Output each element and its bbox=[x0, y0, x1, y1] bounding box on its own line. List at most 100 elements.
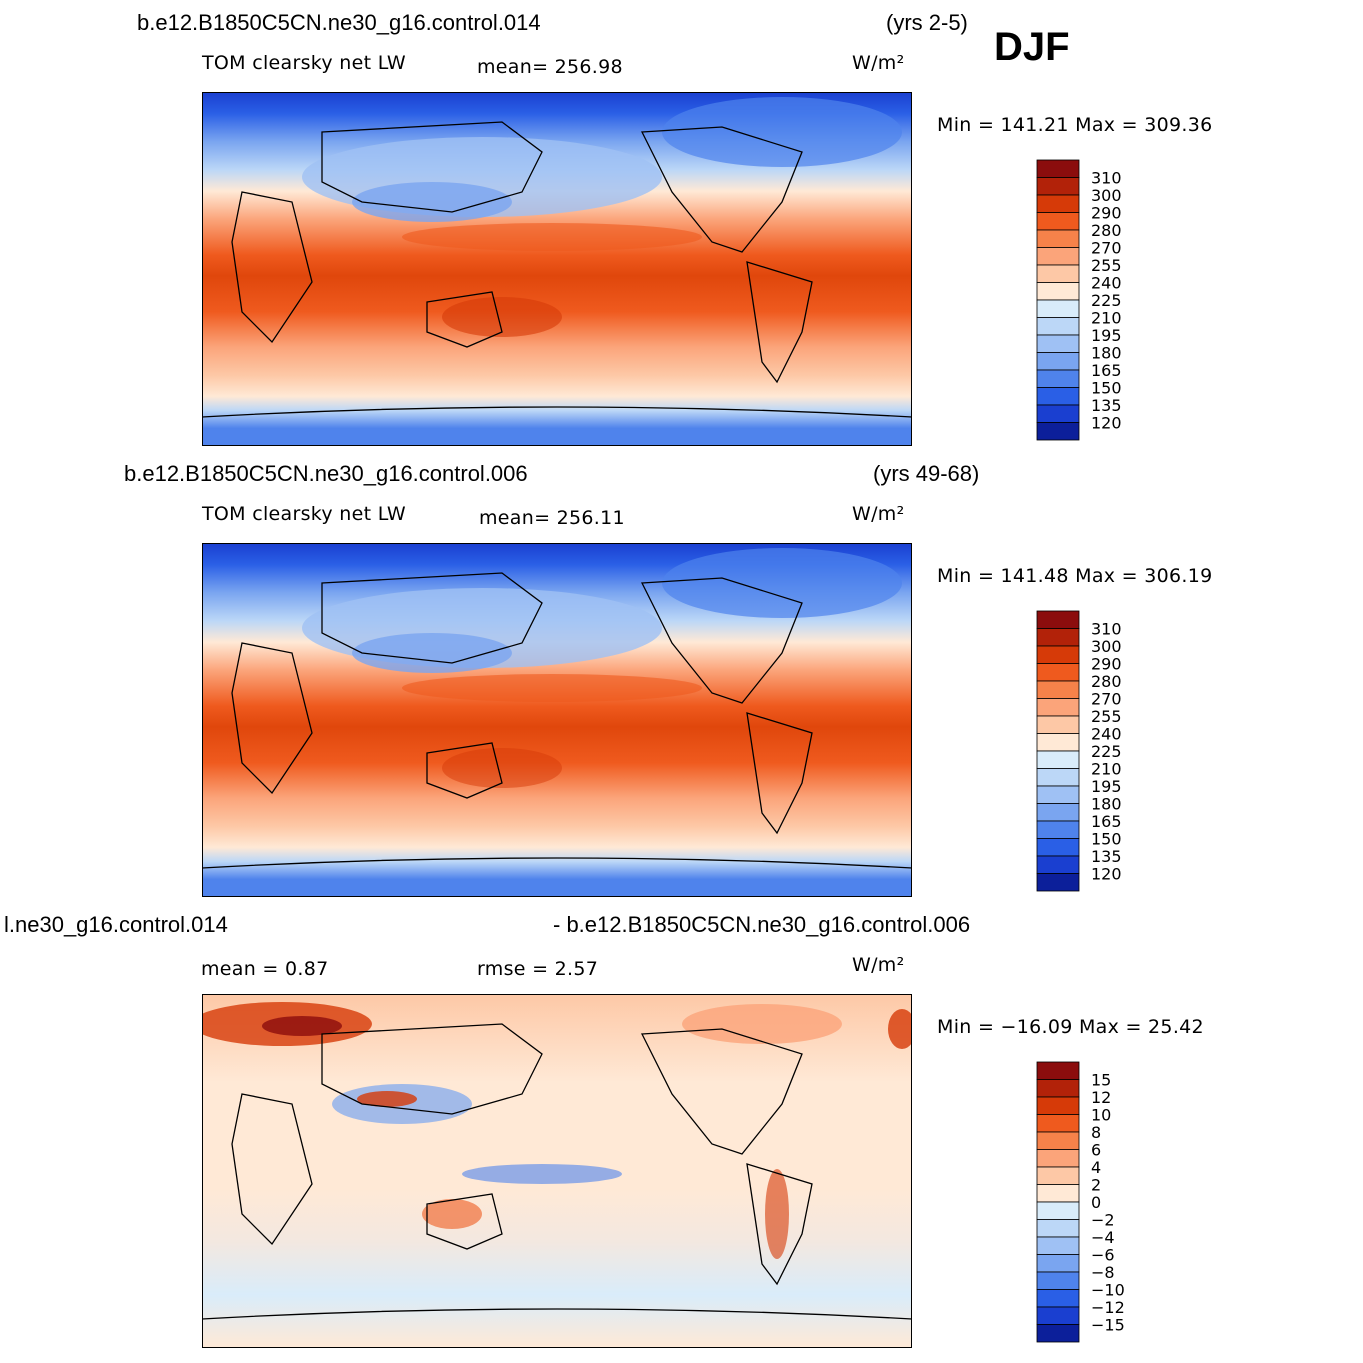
colorbar-swatch bbox=[1036, 1289, 1080, 1308]
colorbar-swatch bbox=[1036, 1184, 1080, 1203]
colorbar-swatch bbox=[1036, 750, 1080, 769]
colorbar-tick-label: 300 bbox=[1091, 186, 1122, 205]
colorbar-swatch bbox=[1036, 334, 1080, 353]
colorbar-swatch bbox=[1036, 1114, 1080, 1133]
colorbar-swatch bbox=[1036, 194, 1080, 213]
colorbar-swatch bbox=[1036, 1096, 1080, 1115]
years-1: (yrs 2-5) bbox=[886, 10, 968, 35]
colorbar-swatch bbox=[1036, 610, 1080, 629]
colorbar-swatch bbox=[1036, 1254, 1080, 1273]
colorbar-tick-label: 280 bbox=[1091, 672, 1122, 691]
units-3: W/m² bbox=[852, 954, 905, 976]
colorbar-tick-label: 120 bbox=[1091, 865, 1122, 884]
mean-1: mean= 256.98 bbox=[477, 56, 623, 78]
colorbar-tick-label: 10 bbox=[1091, 1106, 1111, 1125]
colorbar-tick-label: 195 bbox=[1091, 326, 1122, 345]
units-1: W/m² bbox=[852, 52, 905, 74]
colorbar-swatch bbox=[1036, 838, 1080, 857]
mean-2: mean= 256.11 bbox=[479, 507, 625, 529]
diff-case-3: - b.e12.B1850C5CN.ne30_g16.control.006 bbox=[553, 912, 971, 937]
case-name-1: b.e12.B1850C5CN.ne30_g16.control.014 bbox=[137, 10, 541, 35]
colorbar-1: 3103002902802702552402252101951801651501… bbox=[1036, 159, 1122, 441]
colorbar-tick-label: 135 bbox=[1091, 396, 1122, 415]
colorbar-tick-label: −6 bbox=[1091, 1246, 1115, 1265]
colorbar-swatch bbox=[1036, 1219, 1080, 1238]
colorbar-swatch bbox=[1036, 785, 1080, 804]
colorbar-swatch bbox=[1036, 159, 1080, 178]
colorbar-tick-label: 4 bbox=[1091, 1158, 1101, 1177]
case-name-3: l.ne30_g16.control.014 bbox=[4, 912, 228, 937]
map-panel-3 bbox=[202, 994, 912, 1348]
colorbar-tick-label: 225 bbox=[1091, 742, 1122, 761]
minmax-3: Min = −16.09 Max = 25.42 bbox=[937, 1016, 1204, 1038]
years-2: (yrs 49-68) bbox=[873, 461, 980, 486]
colorbar-swatch bbox=[1036, 247, 1080, 266]
colorbar-tick-label: 290 bbox=[1091, 204, 1122, 223]
case-name-2: b.e12.B1850C5CN.ne30_g16.control.006 bbox=[124, 461, 528, 486]
colorbar-swatch bbox=[1036, 212, 1080, 231]
colorbar-swatch bbox=[1036, 177, 1080, 196]
colorbar-swatch bbox=[1036, 768, 1080, 787]
colorbar-2: 3103002902802702552402252101951801651501… bbox=[1036, 610, 1122, 892]
colorbar-swatch bbox=[1036, 229, 1080, 248]
colorbar-swatch bbox=[1036, 698, 1080, 717]
colorbar-swatch bbox=[1036, 645, 1080, 664]
colorbar-swatch bbox=[1036, 628, 1080, 647]
colorbar-swatch bbox=[1036, 715, 1080, 734]
colorbar-swatch bbox=[1036, 317, 1080, 336]
colorbar-tick-label: 150 bbox=[1091, 830, 1122, 849]
colorbar-tick-label: −2 bbox=[1091, 1211, 1115, 1230]
colorbar-swatch bbox=[1036, 299, 1080, 318]
colorbar-swatch bbox=[1036, 1201, 1080, 1220]
colorbar-swatch bbox=[1036, 1271, 1080, 1290]
season-label: DJF bbox=[994, 25, 1070, 69]
colorbar-tick-label: 2 bbox=[1091, 1176, 1101, 1195]
colorbar-tick-label: 210 bbox=[1091, 760, 1122, 779]
colorbar-tick-label: 180 bbox=[1091, 795, 1122, 814]
map-panel-1 bbox=[202, 92, 912, 446]
mean-3: mean = 0.87 bbox=[201, 958, 329, 980]
variable-1: TOM clearsky net LW bbox=[202, 52, 406, 74]
colorbar-swatch bbox=[1036, 404, 1080, 423]
colorbar-tick-label: 150 bbox=[1091, 379, 1122, 398]
colorbar-swatch bbox=[1036, 387, 1080, 406]
colorbar-tick-label: 8 bbox=[1091, 1123, 1101, 1142]
colorbar-tick-label: 300 bbox=[1091, 637, 1122, 656]
colorbar-swatch bbox=[1036, 422, 1080, 441]
rmse-3: rmse = 2.57 bbox=[477, 958, 599, 980]
colorbar-swatch bbox=[1036, 663, 1080, 682]
colorbar-tick-label: 0 bbox=[1091, 1193, 1101, 1212]
colorbar-swatch bbox=[1036, 680, 1080, 699]
colorbar-tick-label: 12 bbox=[1091, 1088, 1111, 1107]
colorbar-tick-label: 6 bbox=[1091, 1141, 1101, 1160]
colorbar-tick-label: 255 bbox=[1091, 256, 1122, 275]
minmax-2: Min = 141.48 Max = 306.19 bbox=[937, 565, 1213, 587]
colorbar-swatch bbox=[1036, 264, 1080, 283]
colorbar-tick-label: 135 bbox=[1091, 847, 1122, 866]
colorbar-tick-label: 310 bbox=[1091, 620, 1122, 639]
colorbar-swatch bbox=[1036, 820, 1080, 839]
colorbar-tick-label: 165 bbox=[1091, 812, 1122, 831]
colorbar-swatch bbox=[1036, 1324, 1080, 1343]
minmax-1: Min = 141.21 Max = 309.36 bbox=[937, 114, 1213, 136]
colorbar-swatch bbox=[1036, 1079, 1080, 1098]
colorbar-swatch bbox=[1036, 1061, 1080, 1080]
colorbar-swatch bbox=[1036, 1236, 1080, 1255]
colorbar-tick-label: 280 bbox=[1091, 221, 1122, 240]
colorbar-swatch bbox=[1036, 369, 1080, 388]
colorbar-swatch bbox=[1036, 873, 1080, 892]
colorbar-swatch bbox=[1036, 855, 1080, 874]
colorbar-tick-label: −15 bbox=[1091, 1316, 1125, 1335]
colorbar-tick-label: 240 bbox=[1091, 274, 1122, 293]
colorbar-tick-label: 310 bbox=[1091, 169, 1122, 188]
colorbar-swatch bbox=[1036, 1166, 1080, 1185]
colorbar-tick-label: −8 bbox=[1091, 1263, 1115, 1282]
colorbar-tick-label: 270 bbox=[1091, 239, 1122, 258]
colorbar-swatch bbox=[1036, 733, 1080, 752]
colorbar-tick-label: 290 bbox=[1091, 655, 1122, 674]
map-panel-2 bbox=[202, 543, 912, 897]
colorbar-tick-label: 255 bbox=[1091, 707, 1122, 726]
variable-2: TOM clearsky net LW bbox=[202, 503, 406, 525]
colorbar-tick-label: −12 bbox=[1091, 1298, 1125, 1317]
